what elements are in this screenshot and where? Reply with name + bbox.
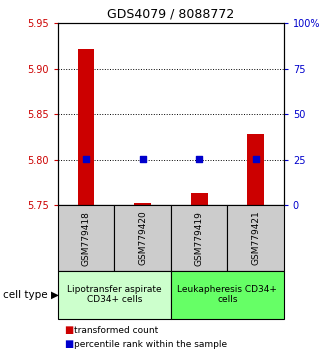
Bar — [190, 194, 208, 205]
Text: Lipotransfer aspirate
CD34+ cells: Lipotransfer aspirate CD34+ cells — [67, 285, 162, 304]
Text: Leukapheresis CD34+
cells: Leukapheresis CD34+ cells — [177, 285, 277, 304]
Bar — [227, 205, 284, 271]
Bar — [247, 134, 264, 205]
Bar — [171, 271, 284, 319]
Text: GSM779419: GSM779419 — [194, 211, 204, 266]
Title: GDS4079 / 8088772: GDS4079 / 8088772 — [107, 7, 234, 21]
Text: ▶: ▶ — [51, 290, 59, 300]
Text: ■: ■ — [64, 339, 74, 349]
Point — [140, 156, 145, 162]
Bar — [134, 202, 151, 205]
Bar — [114, 205, 171, 271]
Text: GSM779418: GSM779418 — [82, 211, 90, 266]
Bar — [58, 271, 171, 319]
Bar — [171, 205, 227, 271]
Text: GSM779421: GSM779421 — [251, 211, 260, 266]
Bar — [58, 205, 114, 271]
Point — [196, 156, 202, 162]
Text: GSM779420: GSM779420 — [138, 211, 147, 266]
Text: transformed count: transformed count — [74, 326, 158, 335]
Text: ■: ■ — [64, 325, 74, 335]
Text: cell type: cell type — [3, 290, 48, 300]
Point — [253, 156, 258, 162]
Bar — [78, 50, 94, 205]
Point — [83, 156, 89, 162]
Text: percentile rank within the sample: percentile rank within the sample — [74, 339, 227, 349]
